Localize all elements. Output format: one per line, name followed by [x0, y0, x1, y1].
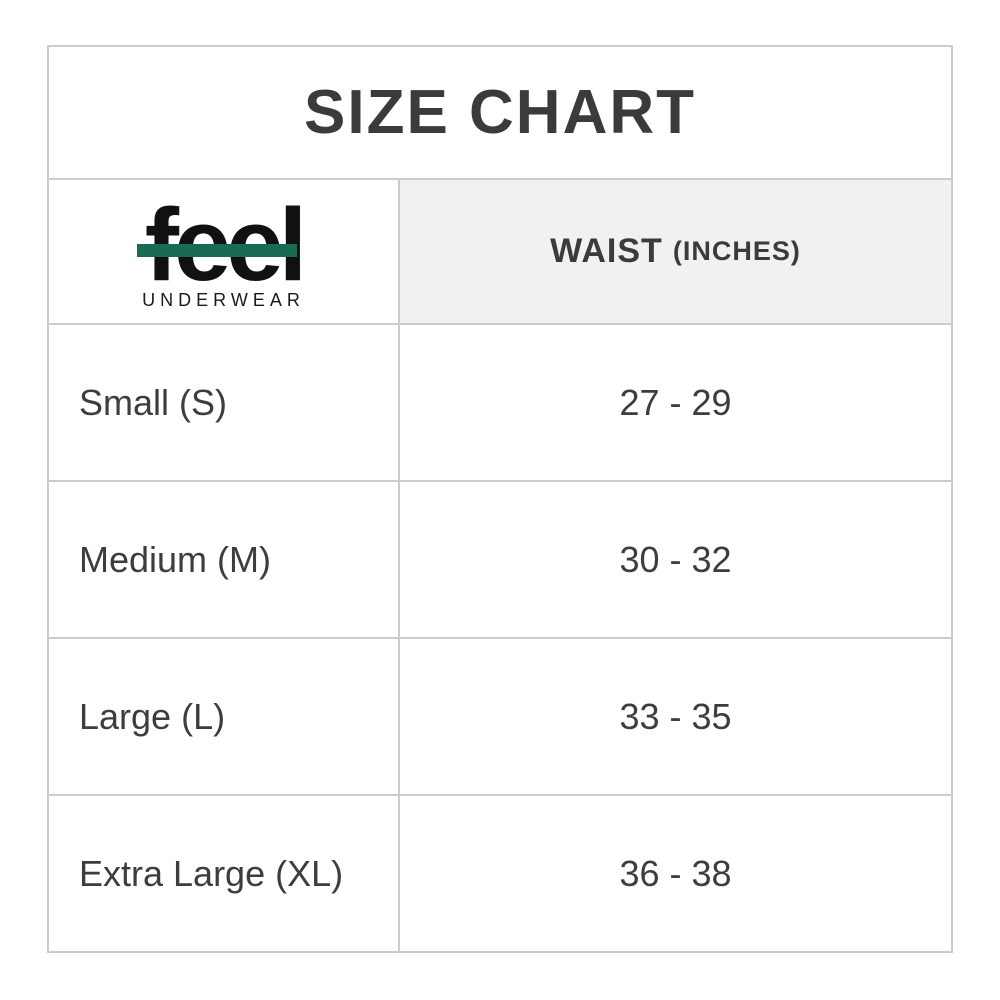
table-row-medium: Medium (M) 30 - 32 — [49, 482, 951, 639]
table-row-extra-large: Extra Large (XL) 36 - 38 — [49, 796, 951, 951]
size-chart-table: SIZE CHART feel UNDERWEAR WAIST (INCHES)… — [47, 45, 953, 953]
header-row: feel UNDERWEAR WAIST (INCHES) — [49, 180, 951, 325]
page-title: SIZE CHART — [304, 78, 696, 147]
waist-value: 33 - 35 — [398, 639, 951, 794]
brand-logo: feel UNDERWEAR — [136, 193, 309, 311]
size-label: Medium (M) — [79, 538, 272, 580]
size-label: Large (L) — [79, 695, 226, 737]
waist-header-unit: (INCHES) — [672, 236, 801, 266]
waist-value: 27 - 29 — [398, 325, 951, 480]
table-row-small: Small (S) 27 - 29 — [49, 325, 951, 482]
waist-column-header: WAIST (INCHES) — [398, 180, 951, 323]
brand-logo-green-bar — [136, 243, 297, 257]
brand-logo-subtext: UNDERWEAR — [142, 289, 305, 310]
brand-logo-cell: feel UNDERWEAR — [49, 180, 398, 323]
size-label: Small (S) — [79, 381, 228, 423]
size-label: Extra Large (XL) — [79, 852, 344, 894]
waist-header-label: WAIST — [550, 232, 663, 270]
waist-value: 30 - 32 — [398, 482, 951, 637]
waist-value: 36 - 38 — [398, 796, 951, 951]
table-row-large: Large (L) 33 - 35 — [49, 639, 951, 796]
title-row: SIZE CHART — [49, 47, 951, 180]
